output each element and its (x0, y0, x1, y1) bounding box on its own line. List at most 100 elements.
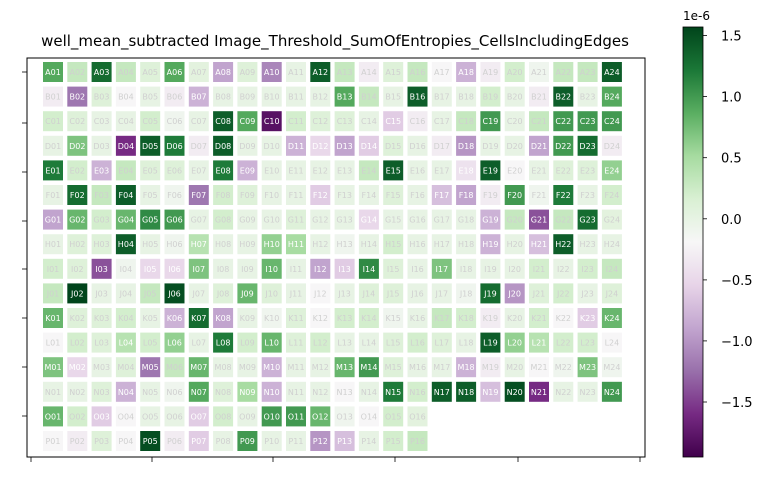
well-label-A22: A22 (555, 68, 571, 77)
well-cell-B09 (237, 86, 258, 107)
well-label-G08: G08 (215, 216, 231, 225)
well-label-H04: H04 (118, 240, 134, 249)
well-label-D09: D09 (239, 142, 255, 151)
well-label-N17: N17 (434, 388, 450, 397)
well-label-H17: H17 (434, 240, 450, 249)
well-label-G16: G16 (409, 216, 425, 225)
well-label-B21: B21 (531, 93, 547, 102)
well-cell-J07 (188, 283, 209, 304)
well-label-D21: D21 (531, 142, 547, 151)
well-label-I15: I15 (387, 265, 400, 274)
well-label-J18: J18 (459, 289, 473, 298)
well-label-D10: D10 (264, 142, 280, 151)
well-label-B23: B23 (580, 93, 596, 102)
well-cell-D21 (529, 135, 549, 156)
well-cell-M14 (358, 357, 379, 378)
well-cell-N02 (67, 381, 88, 402)
well-cell-F15 (383, 185, 404, 205)
well-label-M23: M23 (579, 363, 596, 372)
well-label-M02: M02 (69, 363, 86, 372)
well-label-K22: K22 (556, 314, 571, 323)
well-label-N13: N13 (337, 388, 353, 397)
well-cell-F01 (43, 185, 63, 205)
well-cell-B08 (213, 86, 234, 107)
well-label-G01: G01 (45, 216, 61, 225)
colorbar-exponent: 1e-6 (683, 9, 710, 23)
well-cell-F24 (601, 185, 622, 205)
well-label-J08: J08 (216, 289, 230, 298)
well-cell-C21 (529, 111, 549, 132)
well-cell-N05 (140, 381, 161, 402)
colorbar-tick-label-3: 0.0 (721, 213, 742, 228)
well-cell-A15 (383, 62, 404, 82)
well-cell-F23 (577, 185, 598, 205)
well-label-H24: H24 (604, 240, 620, 249)
well-cell-J23 (577, 283, 598, 304)
well-label-N14: N14 (361, 388, 377, 397)
well-cell-G10 (261, 209, 282, 230)
well-label-C16: C16 (410, 117, 426, 126)
well-cell-C10 (261, 111, 282, 132)
well-label-N24: N24 (604, 388, 620, 397)
well-cell-A24 (601, 62, 622, 82)
well-label-L01: L01 (46, 339, 61, 348)
well-label-I22: I22 (557, 265, 570, 274)
well-label-J23: J23 (580, 289, 594, 298)
well-cell-I20 (504, 258, 525, 279)
well-label-F11: F11 (289, 191, 304, 200)
well-cell-D24 (601, 135, 622, 156)
well-label-D06: D06 (166, 142, 182, 151)
well-cell-D15 (383, 135, 404, 156)
well-label-N20: N20 (507, 388, 523, 397)
well-cell-K15 (383, 308, 404, 328)
well-label-E06: E06 (167, 166, 182, 175)
well-label-C17: C17 (434, 117, 450, 126)
well-cell-B23 (577, 86, 598, 107)
well-label-K14: K14 (361, 314, 376, 323)
well-label-M13: M13 (336, 363, 353, 372)
well-label-A01: A01 (45, 68, 61, 77)
well-label-P07: P07 (191, 437, 206, 446)
well-label-N01: N01 (45, 388, 61, 397)
well-cell-N07 (188, 381, 209, 402)
well-label-B14: B14 (361, 93, 377, 102)
well-cell-E17 (431, 160, 452, 181)
well-label-P12: P12 (313, 437, 328, 446)
well-cell-B12 (310, 86, 331, 107)
well-label-M08: M08 (215, 363, 232, 372)
well-cell-B15 (383, 86, 404, 107)
well-cell-I11 (286, 258, 306, 279)
well-label-G11: G11 (288, 216, 304, 225)
well-cell-O15 (383, 406, 404, 427)
well-label-K08: K08 (215, 314, 230, 323)
well-cell-K18 (456, 308, 477, 328)
well-cell-I19 (480, 258, 501, 279)
well-cell-P13 (334, 431, 355, 451)
well-cell-G08 (213, 209, 234, 230)
well-label-C23: C23 (580, 117, 596, 126)
well-label-M24: M24 (603, 363, 620, 372)
well-cell-E06 (164, 160, 185, 181)
well-cell-O16 (407, 406, 428, 427)
well-cell-O09 (237, 406, 258, 427)
well-cell-G17 (431, 209, 452, 230)
well-label-C03: C03 (94, 117, 110, 126)
well-label-H13: H13 (336, 240, 352, 249)
well-cell-H23 (577, 234, 598, 255)
well-cell-B22 (553, 86, 574, 107)
well-label-K11: K11 (288, 314, 303, 323)
well-label-M22: M22 (555, 363, 572, 372)
well-label-K01: K01 (45, 314, 60, 323)
well-cell-I13 (334, 258, 355, 279)
well-cell-I17 (431, 258, 452, 279)
well-cell-K23 (577, 308, 598, 328)
well-label-F20: F20 (507, 191, 522, 200)
well-label-I16: I16 (411, 265, 424, 274)
well-cell-H05 (140, 234, 161, 255)
well-label-D20: D20 (507, 142, 523, 151)
well-cell-O01 (43, 406, 63, 427)
well-label-I12: I12 (314, 265, 327, 274)
well-cell-F18 (456, 185, 477, 205)
well-label-A18: A18 (458, 68, 474, 77)
well-cell-K07 (188, 308, 209, 328)
